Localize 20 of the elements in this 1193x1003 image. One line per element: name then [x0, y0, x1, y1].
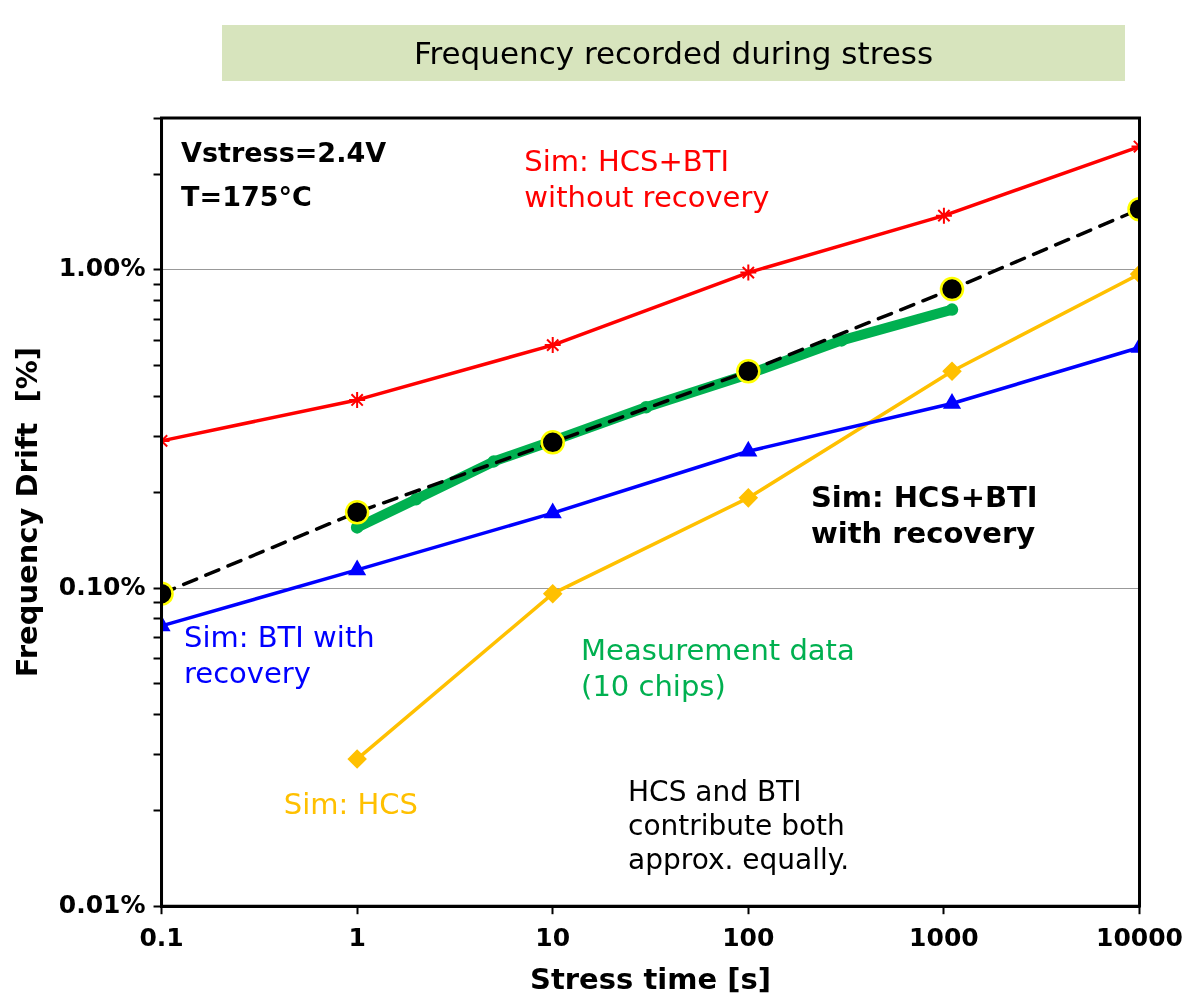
chart-title: Frequency recorded during stress	[222, 25, 1125, 81]
text: Measurement data (10 chips)	[581, 633, 855, 704]
x-tick-label: 100	[722, 922, 775, 952]
y-tick-label: 0.10%	[58, 571, 146, 601]
annotation: T=175°C	[181, 180, 312, 212]
series-label: Sim: HCS	[283, 786, 418, 821]
y-axis-title: Frequency Drift [%]	[9, 346, 44, 678]
series-label: Sim: HCS+BTI without recovery	[524, 143, 770, 214]
text: Sim: HCS+BTI with recovery	[810, 479, 1038, 550]
x-tick-label: 10	[535, 922, 571, 952]
annotation: HCS and BTI contribute both approx. equally.	[628, 775, 850, 877]
x-tick-label: 1	[348, 922, 366, 952]
y-tick-label: 1.00%	[58, 253, 146, 283]
annotation: Vstress=2.4V	[181, 137, 387, 169]
series-label: Sim: BTI with recovery	[184, 619, 375, 690]
x-axis-title: Stress time [s]	[530, 962, 771, 997]
x-tick-label: 0.1	[139, 922, 184, 952]
x-tick-label: 1000	[909, 922, 979, 952]
y-tick-label: 0.01%	[58, 889, 146, 919]
x-tick-label: 10000	[1096, 922, 1183, 952]
